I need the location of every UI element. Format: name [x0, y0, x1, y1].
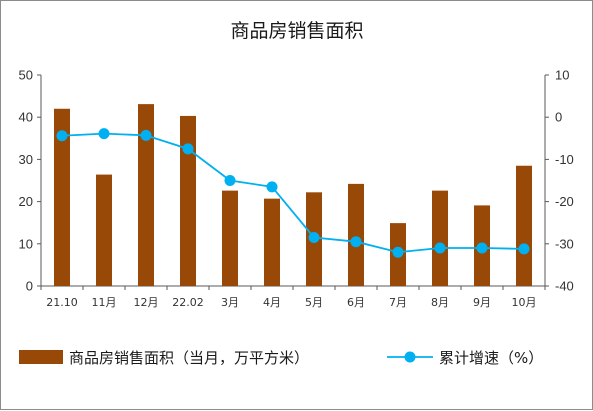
- growth-line: [61, 132, 525, 254]
- x-axis-tick-label: 11月: [92, 296, 117, 309]
- bar: [138, 104, 154, 286]
- line-series: [56, 128, 530, 258]
- right-axis-tick-label: -20: [555, 194, 574, 209]
- x-axis-tick-label: 9月: [473, 296, 491, 309]
- right-axis-tick-label: -40: [555, 279, 574, 294]
- bar: [96, 174, 112, 286]
- x-axis-tick-label: 6月: [347, 296, 365, 309]
- legend-bar-swatch: [19, 350, 63, 364]
- left-axis-tick-label: 10: [19, 236, 33, 251]
- x-axis-tick-label: 5月: [305, 296, 323, 309]
- x-axis-tick-label: 10月: [512, 296, 537, 309]
- growth-point: [182, 143, 194, 155]
- left-axis-tick-label: 40: [19, 110, 33, 125]
- growth-point: [140, 129, 152, 141]
- legend: 商品房销售面积（当月，万平方米） 累计增速（%）: [19, 349, 543, 367]
- legend-line-label: 累计增速（%）: [439, 349, 543, 367]
- right-axis-tick-label: 10: [555, 68, 569, 83]
- right-axis-tick-label: -10: [555, 152, 574, 167]
- axes: [37, 74, 549, 290]
- x-axis-tick-label: 21.10: [46, 296, 78, 309]
- bar: [432, 190, 448, 286]
- growth-point: [308, 231, 320, 243]
- growth-point: [56, 130, 68, 142]
- right-axis-tick-label: -30: [555, 236, 574, 251]
- growth-point: [98, 128, 110, 140]
- growth-point: [392, 246, 404, 258]
- bar: [348, 183, 364, 286]
- growth-point: [266, 181, 278, 193]
- left-axis-tick-label: 0: [26, 279, 33, 294]
- growth-point: [350, 236, 362, 248]
- growth-point: [434, 242, 446, 254]
- bar: [516, 165, 532, 286]
- x-axis-tick-label: 12月: [134, 296, 159, 309]
- bar-series: [54, 104, 532, 287]
- chart-title: 商品房销售面积: [230, 20, 363, 42]
- growth-point: [518, 243, 530, 255]
- legend-line-marker: [404, 351, 416, 363]
- left-axis-tick-label: 50: [19, 68, 33, 83]
- bar: [54, 108, 70, 286]
- x-axis-tick-label: 8月: [431, 296, 449, 309]
- x-axis-tick-label: 22.02: [172, 296, 204, 309]
- x-axis-tick-label: 7月: [389, 296, 407, 309]
- right-axis-tick-label: 0: [555, 110, 562, 125]
- bar: [222, 190, 238, 286]
- bar: [264, 198, 280, 286]
- tick-labels: 0 10 20 30 40 50 -40 -30 -20 -10 0 10 21.10 11月 12月 22.…: [19, 68, 574, 310]
- left-axis-tick-label: 20: [19, 194, 33, 209]
- left-axis-tick-label: 30: [19, 152, 33, 167]
- growth-point: [476, 242, 488, 254]
- legend-bar-label: 商品房销售面积（当月，万平方米）: [69, 349, 309, 367]
- bar: [180, 115, 196, 287]
- x-axis-tick-label: 3月: [221, 296, 239, 309]
- growth-point: [224, 175, 236, 186]
- x-axis-tick-label: 4月: [263, 296, 281, 309]
